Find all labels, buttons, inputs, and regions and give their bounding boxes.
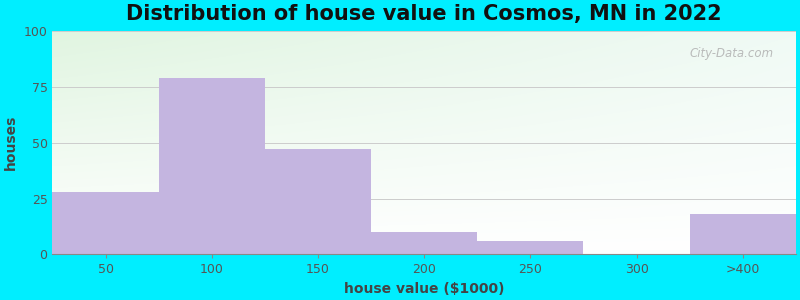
Bar [265,149,371,254]
Y-axis label: houses: houses [4,115,18,170]
Title: Distribution of house value in Cosmos, MN in 2022: Distribution of house value in Cosmos, M… [126,4,722,24]
Bar [53,192,158,254]
Text: City-Data.com: City-Data.com [690,47,774,60]
Bar [690,214,796,254]
Bar [158,78,265,254]
Bar [371,232,478,254]
X-axis label: house value ($1000): house value ($1000) [344,282,504,296]
Bar [478,241,583,254]
